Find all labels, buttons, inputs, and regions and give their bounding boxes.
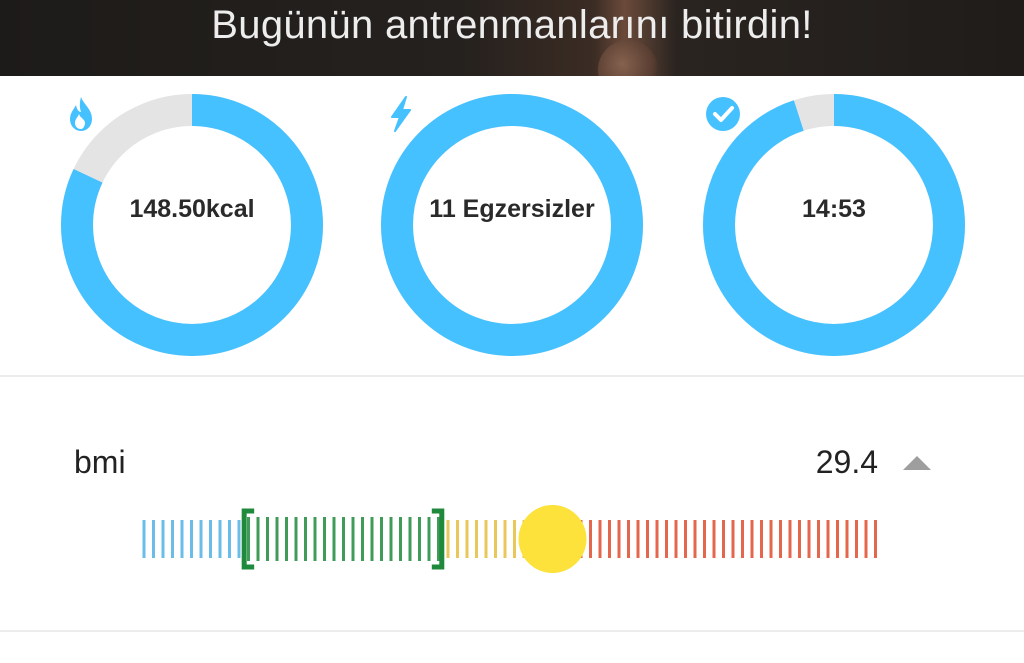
calories-ring: 148.50kcal [61, 94, 323, 356]
check-circle-icon [706, 97, 740, 131]
healthy-range-bracket [241, 508, 255, 570]
triangle-up-icon[interactable] [900, 452, 934, 474]
lightning-icon [391, 96, 411, 132]
duration-value: 14:53 [802, 195, 866, 223]
page-title: Bugünün antrenmanlarını bitirdin! [211, 3, 813, 47]
bmi-label: bmi [74, 444, 126, 480]
bmi-scale [142, 505, 877, 573]
exercises-ring-chart [381, 94, 643, 356]
healthy-range-bracket [431, 508, 445, 570]
flame-icon [70, 97, 92, 131]
ring-progress [381, 94, 643, 356]
exercises-ring: 11 Egzersizler [381, 94, 643, 356]
bmi-value: 29.4 [815, 444, 878, 480]
duration-ring: 14:53 [703, 94, 965, 356]
header-banner: Bugünün antrenmanlarını bitirdin! [0, 0, 1024, 76]
bmi-indicator[interactable] [518, 505, 587, 573]
stats-rings: 148.50kcal 11 Egzersizler 14:53 [0, 76, 1024, 376]
ring-progress [703, 94, 965, 356]
bottom-divider [0, 630, 1024, 632]
exercises-value: 11 Egzersizler [429, 195, 595, 223]
calories-ring-chart [61, 94, 323, 356]
calories-value: 148.50kcal [129, 195, 255, 223]
duration-ring-chart [703, 94, 965, 356]
ring-progress [61, 94, 323, 356]
section-divider [0, 375, 1024, 377]
